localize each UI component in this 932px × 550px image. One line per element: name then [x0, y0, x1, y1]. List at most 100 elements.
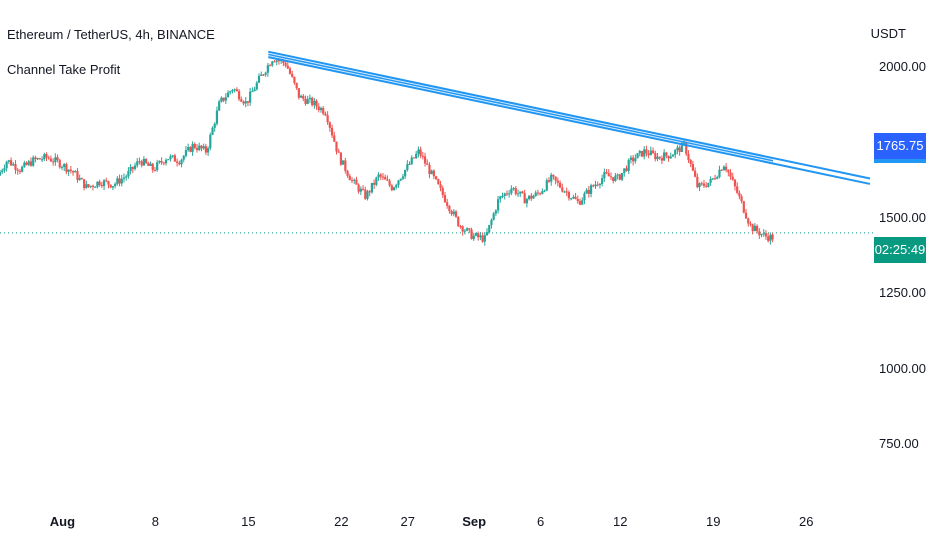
channel-upper-line[interactable] — [268, 50, 871, 180]
candle — [297, 88, 300, 100]
candle — [189, 146, 192, 153]
candle — [339, 151, 343, 166]
candle — [21, 165, 24, 173]
candle — [401, 173, 405, 181]
indicator-title[interactable]: Channel Take Profit — [7, 62, 121, 77]
candle — [100, 181, 103, 188]
candle — [178, 160, 181, 166]
candle — [470, 227, 473, 240]
candle — [346, 169, 349, 178]
channel-price-tag: 1765.75 — [874, 133, 926, 163]
candle — [195, 144, 199, 153]
candle — [505, 190, 509, 196]
candle — [620, 172, 624, 182]
candle — [556, 177, 559, 187]
candle — [521, 190, 524, 194]
candle — [492, 212, 495, 221]
candle — [576, 195, 579, 204]
candle — [685, 141, 688, 157]
candle — [722, 165, 725, 171]
candle — [136, 157, 139, 168]
candle — [333, 131, 336, 143]
candle — [499, 195, 502, 203]
x-tick-label: Sep — [462, 514, 487, 529]
candle — [169, 154, 172, 162]
candle — [102, 178, 106, 190]
x-tick-label: 26 — [799, 514, 814, 529]
symbol-title[interactable]: Ethereum / TetherUS, 4h, BINANCE — [7, 27, 215, 42]
candle — [129, 164, 132, 175]
candle — [56, 154, 59, 163]
candle — [45, 152, 48, 162]
candle — [253, 86, 256, 92]
candle — [158, 160, 161, 164]
candle — [359, 186, 362, 195]
candle — [34, 155, 37, 163]
candle — [344, 157, 347, 174]
candle — [138, 157, 141, 165]
candle — [348, 173, 351, 181]
candle — [291, 70, 294, 78]
candle — [118, 174, 121, 187]
candle — [386, 175, 389, 182]
x-tick-label: 19 — [706, 514, 721, 529]
candle — [264, 71, 267, 77]
candle — [60, 165, 64, 171]
candle — [211, 126, 214, 136]
candle — [127, 167, 130, 179]
x-tick-label: 12 — [613, 514, 628, 529]
candle — [355, 176, 358, 185]
candle — [242, 100, 245, 106]
candle — [262, 73, 265, 77]
candle — [7, 159, 10, 164]
candle — [52, 158, 55, 166]
candle — [268, 63, 272, 67]
candle — [623, 168, 626, 177]
candle — [709, 176, 712, 186]
candle — [175, 158, 179, 167]
candle — [153, 166, 157, 172]
candle — [304, 95, 307, 106]
candle — [618, 173, 621, 181]
candle — [76, 168, 79, 183]
candle — [512, 187, 515, 191]
candle — [167, 159, 170, 161]
channel-layer[interactable] — [268, 50, 871, 185]
candle — [477, 231, 480, 241]
candle — [410, 155, 413, 166]
candle — [605, 168, 608, 175]
candle — [419, 146, 422, 159]
candle — [370, 182, 374, 194]
candle — [769, 232, 772, 245]
candle — [474, 232, 478, 237]
candle — [536, 189, 540, 196]
candle — [634, 154, 637, 164]
candle — [501, 192, 504, 199]
candle — [202, 143, 205, 150]
candle — [742, 200, 745, 214]
candle — [125, 174, 128, 181]
candle — [260, 71, 263, 76]
candle — [412, 157, 416, 159]
candle — [705, 182, 708, 188]
channel-lower-line[interactable] — [268, 56, 871, 185]
candle — [226, 90, 230, 98]
candle — [508, 190, 511, 198]
candle — [601, 174, 604, 187]
candle — [725, 163, 728, 173]
x-tick-label: 15 — [241, 514, 256, 529]
candle — [736, 182, 739, 195]
candle — [257, 73, 261, 84]
candle — [643, 146, 646, 160]
candle — [235, 87, 238, 92]
candle — [539, 192, 542, 196]
candle — [753, 223, 756, 232]
candle — [187, 143, 190, 152]
candle — [740, 194, 743, 204]
candle — [71, 170, 75, 176]
candle — [337, 148, 340, 153]
candle — [151, 162, 154, 173]
candle — [457, 216, 460, 227]
candle — [483, 232, 486, 246]
